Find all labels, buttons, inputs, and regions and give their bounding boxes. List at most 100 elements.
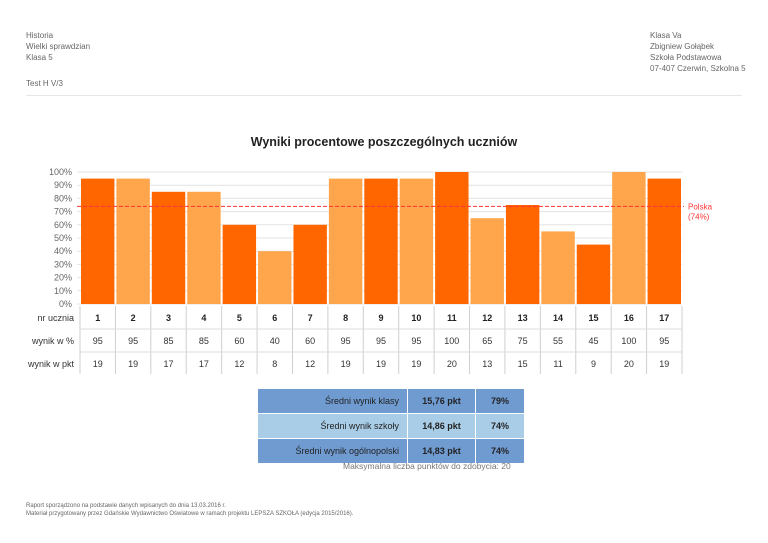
student-number: 11 bbox=[447, 313, 457, 323]
student-percent: 45 bbox=[588, 336, 598, 346]
bar bbox=[81, 178, 115, 304]
student-percent: 55 bbox=[553, 336, 563, 346]
summary-points: 14,83 pkt bbox=[407, 438, 476, 464]
y-tick-label: 0% bbox=[59, 299, 72, 309]
student-percent: 60 bbox=[305, 336, 315, 346]
bar bbox=[505, 205, 540, 304]
student-percent: 85 bbox=[199, 336, 209, 346]
school-name: Szkoła Podstawowa bbox=[650, 53, 722, 62]
bar bbox=[222, 224, 257, 304]
max-points-note: Maksymalna liczba punktów do zdobycia: 2… bbox=[343, 461, 511, 471]
student-points: 13 bbox=[482, 359, 492, 369]
summary-label: Średni wynik klasy bbox=[258, 389, 408, 414]
teacher-name: Zbigniew Gołąbek bbox=[650, 42, 715, 51]
table-row-label: wynik w % bbox=[31, 336, 74, 346]
y-tick-label: 20% bbox=[54, 273, 72, 283]
y-axis-ticks: 0% 10% 20% 30% 40% 50% 60% 70% 80% 90% 100% bbox=[49, 167, 72, 309]
student-number: 12 bbox=[482, 313, 492, 323]
summary-row-national: Średni wynik ogólnopolski 14,83 pkt 74% bbox=[258, 438, 525, 464]
student-points: 11 bbox=[553, 359, 562, 369]
header-divider bbox=[26, 95, 742, 96]
student-points: 19 bbox=[376, 359, 386, 369]
footer-publisher: Materiał przygotowany przez Gdańskie Wyd… bbox=[26, 511, 354, 517]
student-percent: 100 bbox=[621, 336, 636, 346]
student-points: 17 bbox=[199, 359, 209, 369]
header-right: Klasa Va Zbigniew Gołąbek Szkoła Podstaw… bbox=[650, 30, 746, 74]
student-number: 9 bbox=[378, 313, 383, 323]
national-reference: Polska(74%) bbox=[77, 202, 713, 221]
footer-report-date: Raport sporządzono na podstawie danych w… bbox=[26, 503, 226, 509]
test-name: Test H V/3 bbox=[26, 79, 63, 88]
student-points: 17 bbox=[164, 359, 174, 369]
student-points: 20 bbox=[624, 359, 634, 369]
y-tick-label: 80% bbox=[54, 193, 72, 203]
student-percent: 95 bbox=[341, 336, 351, 346]
student-number: 8 bbox=[343, 313, 348, 323]
y-tick-label: 50% bbox=[54, 233, 72, 243]
student-number: 15 bbox=[588, 313, 598, 323]
national-percent-label: (74%) bbox=[688, 212, 710, 221]
student-number: 4 bbox=[201, 313, 206, 323]
bar-chart: 0% 10% 20% 30% 40% 50% 60% 70% 80% 90% 100% Polska… bbox=[27, 167, 713, 374]
summary-row-school: Średni wynik szkoły 14,86 pkt 74% bbox=[258, 413, 525, 439]
y-tick-label: 60% bbox=[54, 220, 72, 230]
bar bbox=[151, 191, 186, 304]
student-points: 19 bbox=[93, 359, 103, 369]
student-points: 19 bbox=[411, 359, 421, 369]
bar bbox=[399, 178, 434, 304]
student-percent: 95 bbox=[93, 336, 103, 346]
bar bbox=[541, 231, 575, 304]
student-percent: 65 bbox=[482, 336, 492, 346]
bar bbox=[187, 191, 221, 304]
header-left: Historia Wielki sprawdzian Klasa 5 bbox=[26, 30, 90, 63]
bar bbox=[364, 178, 398, 304]
y-tick-label: 70% bbox=[54, 207, 72, 217]
y-tick-label: 100% bbox=[49, 167, 72, 177]
subject: Historia bbox=[26, 31, 54, 40]
exam-name: Wielki sprawdzian bbox=[26, 42, 91, 51]
student-number: 14 bbox=[553, 313, 563, 323]
student-percent: 100 bbox=[444, 336, 459, 346]
student-number: 1 bbox=[95, 313, 100, 323]
y-tick-label: 90% bbox=[54, 180, 72, 190]
student-points: 9 bbox=[591, 359, 596, 369]
student-number: 16 bbox=[624, 313, 634, 323]
table-row-label: wynik w pkt bbox=[27, 359, 75, 369]
summary-percent: 74% bbox=[475, 413, 525, 439]
summary-percent: 79% bbox=[475, 389, 525, 414]
student-percent: 95 bbox=[376, 336, 386, 346]
summary-label: Średni wynik ogólnopolski bbox=[258, 438, 408, 464]
national-label: Polska bbox=[688, 202, 713, 211]
student-number: 2 bbox=[131, 313, 136, 323]
summary-row-class: Średni wynik klasy 15,76 pkt 79% bbox=[258, 389, 525, 414]
student-number: 3 bbox=[166, 313, 171, 323]
student-points: 8 bbox=[272, 359, 277, 369]
student-percent: 95 bbox=[128, 336, 138, 346]
footer: Raport sporządzono na podstawie danych w… bbox=[26, 502, 353, 518]
summary-points: 15,76 pkt bbox=[407, 389, 476, 414]
student-percent: 85 bbox=[164, 336, 174, 346]
bar bbox=[612, 172, 646, 304]
student-number: 5 bbox=[237, 313, 242, 323]
chart-title: Wyniki procentowe poszczególnych uczniów bbox=[250, 135, 518, 149]
student-number: 13 bbox=[518, 313, 528, 323]
bar bbox=[435, 172, 469, 304]
student-percent: 95 bbox=[411, 336, 421, 346]
summary-table: Średni wynik klasy 15,76 pkt 79% Średni … bbox=[258, 389, 525, 464]
bar bbox=[293, 224, 327, 304]
student-percent: 95 bbox=[659, 336, 669, 346]
bar bbox=[328, 178, 363, 304]
bar bbox=[576, 244, 611, 304]
class-name: Klasa Va bbox=[650, 31, 682, 40]
student-number: 7 bbox=[308, 313, 313, 323]
student-percent: 40 bbox=[270, 336, 280, 346]
summary-points: 14,86 pkt bbox=[407, 413, 476, 439]
student-points: 20 bbox=[447, 359, 457, 369]
student-points: 15 bbox=[518, 359, 528, 369]
student-points: 12 bbox=[305, 359, 315, 369]
bars bbox=[81, 172, 681, 304]
summary-label: Średni wynik szkoły bbox=[258, 413, 408, 439]
bar bbox=[647, 178, 681, 304]
grade: Klasa 5 bbox=[26, 53, 53, 62]
